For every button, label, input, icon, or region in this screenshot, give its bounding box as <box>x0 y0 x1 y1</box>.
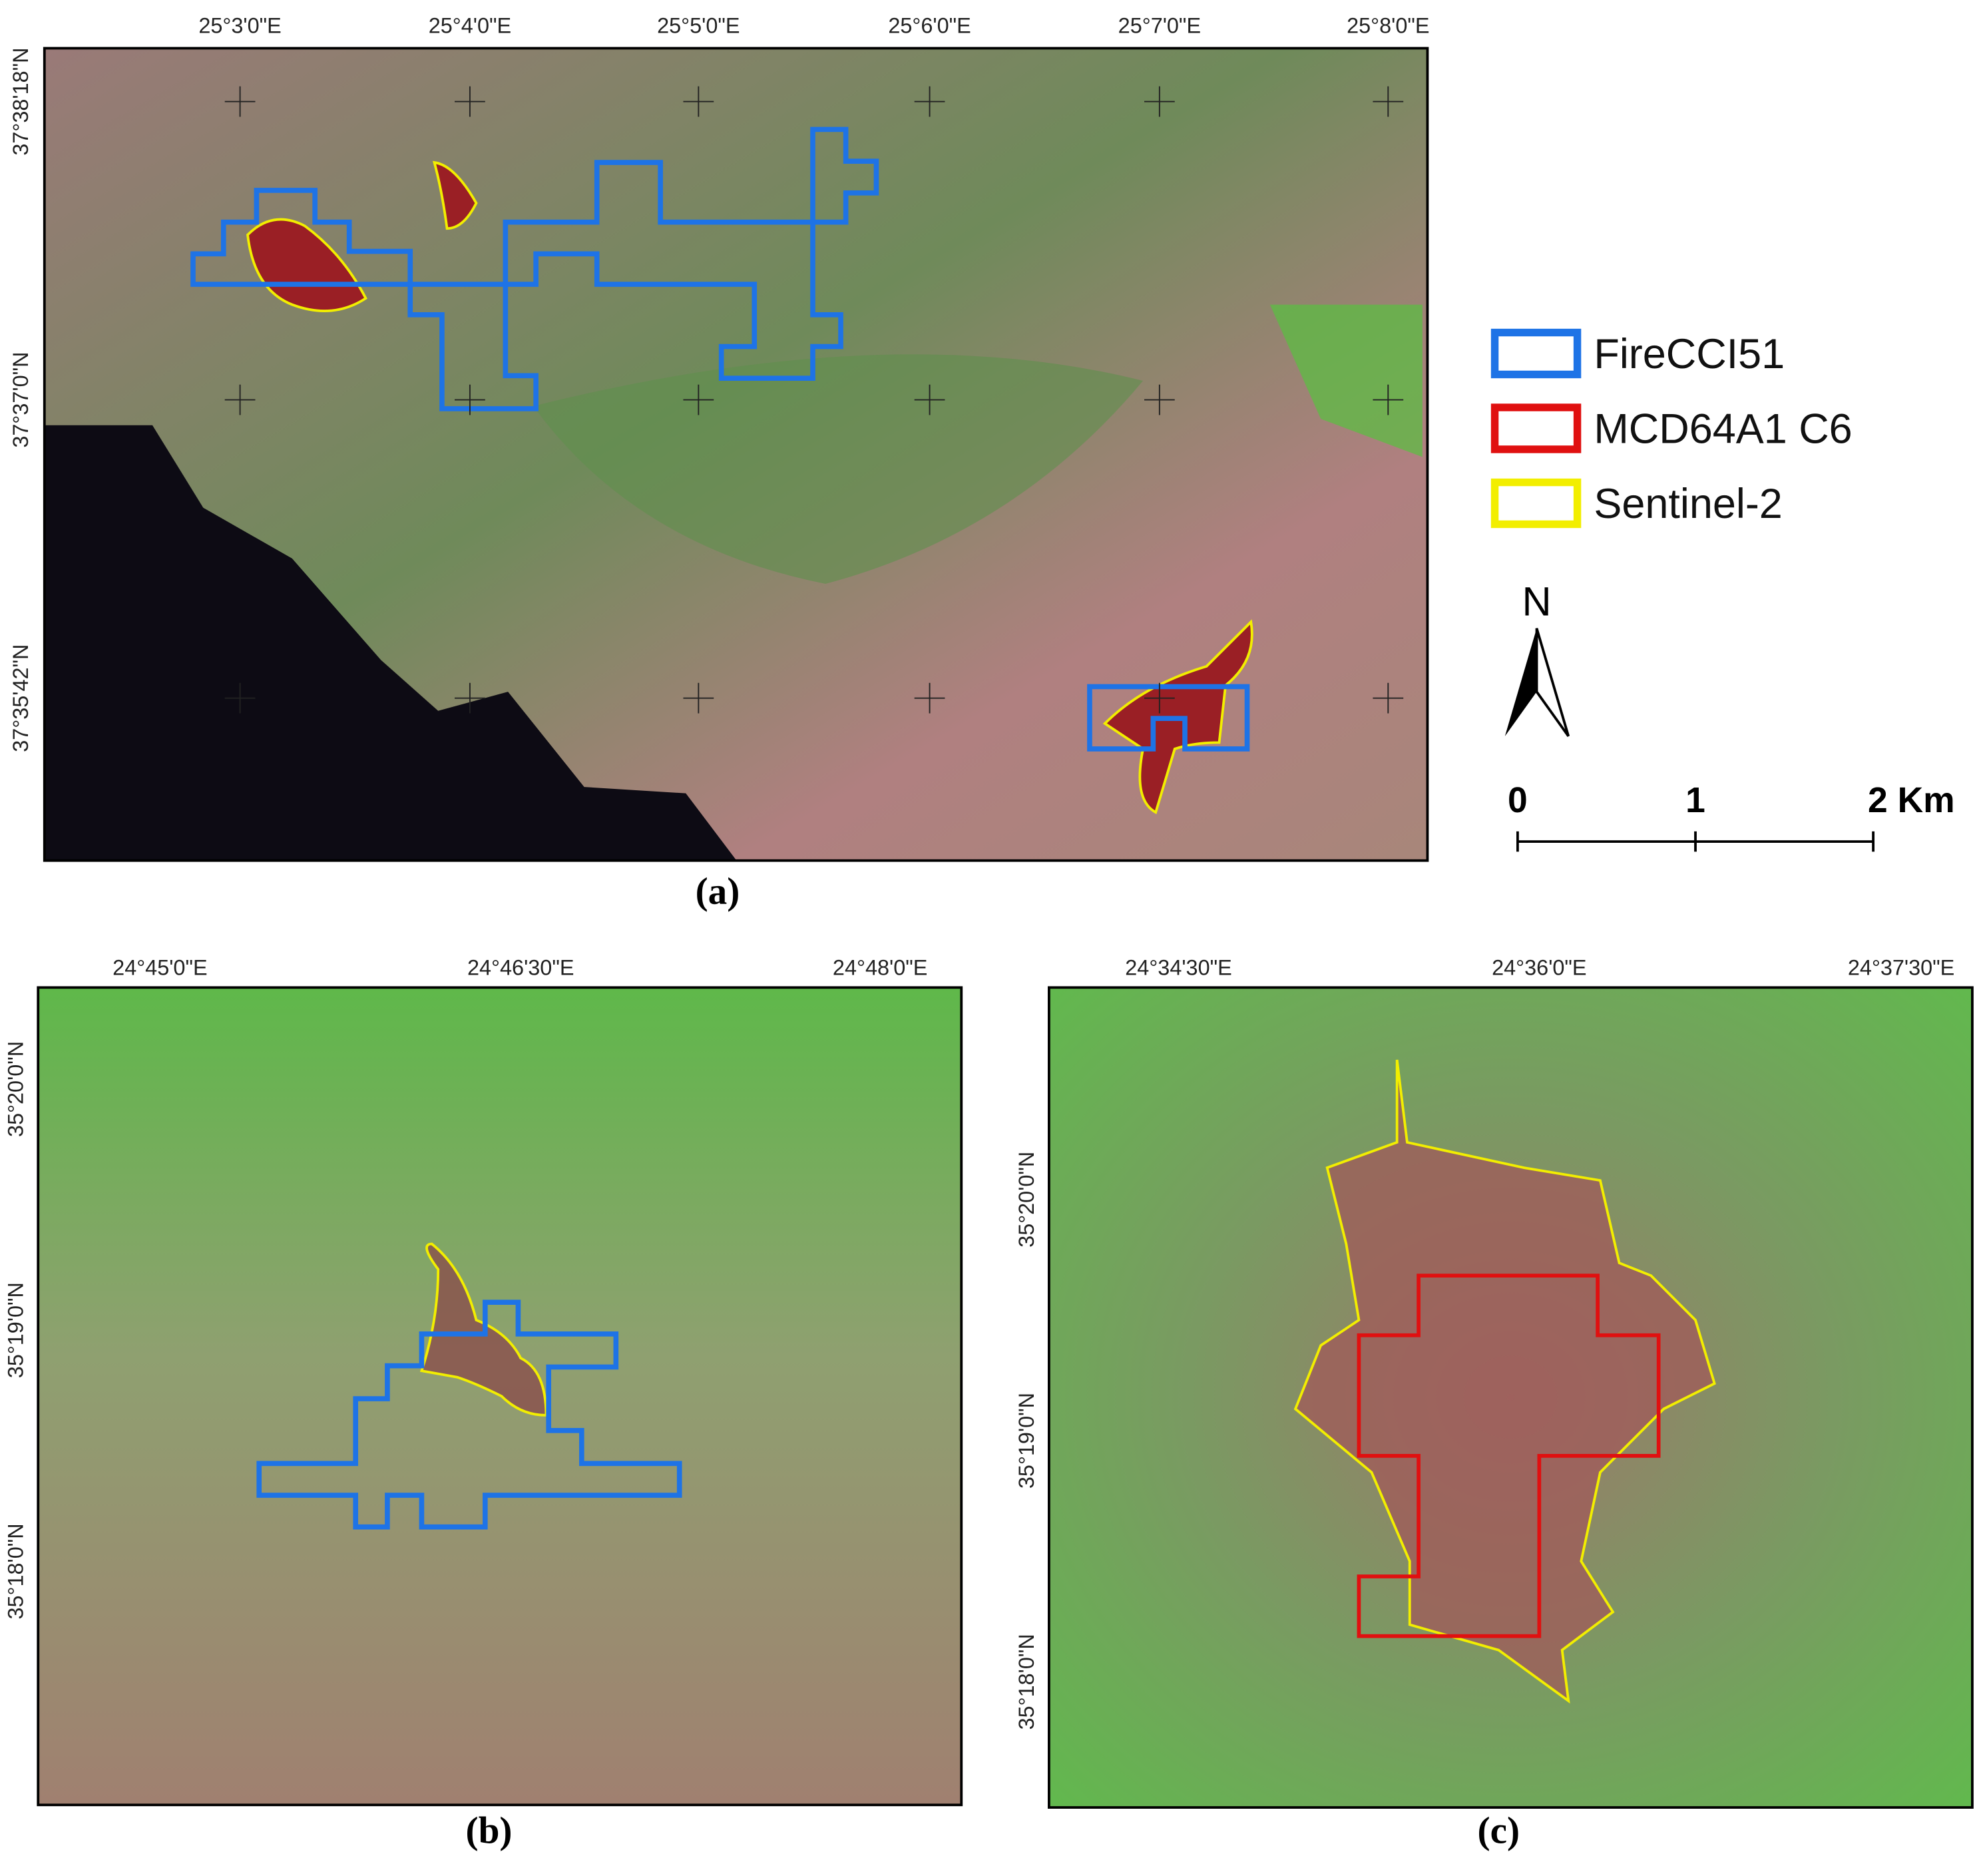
firecci-polygon <box>256 1299 682 1530</box>
legend-swatch <box>1490 478 1582 529</box>
frame <box>37 986 963 1807</box>
vegetation <box>533 354 1144 585</box>
north-arrow <box>1504 628 1537 736</box>
burned-area <box>432 160 478 230</box>
legend-label: MCD64A1 C6 <box>1594 405 1852 452</box>
lat-label: 35°19'0"N <box>3 1282 27 1378</box>
lon-label: 24°37'30"E <box>1848 955 1954 979</box>
vegetation <box>1269 304 1423 457</box>
lat-label: 35°20'0"N <box>3 1041 27 1137</box>
lat-label: 37°38'18"N <box>9 47 33 155</box>
panel-label: (b) <box>466 1809 513 1851</box>
lon-label: 25°7'0"E <box>1118 14 1201 38</box>
firecci-polygon <box>190 126 879 411</box>
lat-label: 37°35'42"N <box>9 644 33 752</box>
lon-label: 25°8'0"E <box>1347 14 1429 38</box>
lat-label: 35°20'0"N <box>1014 1152 1038 1248</box>
lon-label: 24°46'30"E <box>467 955 574 979</box>
lon-label: 25°6'0"E <box>888 14 971 38</box>
legend-label: FireCCI51 <box>1594 331 1785 377</box>
firecci-polygon <box>1087 684 1250 752</box>
legend-label: Sentinel-2 <box>1594 481 1782 527</box>
panel-label: (c) <box>1478 1809 1520 1851</box>
panel-label: (a) <box>696 871 740 913</box>
north-arrow <box>1535 628 1570 737</box>
lon-label: 25°5'0"E <box>657 14 740 38</box>
lon-label: 24°48'0"E <box>833 955 927 979</box>
north-label: N <box>1522 579 1551 624</box>
lat-label: 37°37'0"N <box>9 352 33 448</box>
burned-area <box>1293 1059 1716 1704</box>
lat-label: 35°19'0"N <box>1014 1393 1038 1489</box>
frame <box>43 47 1429 862</box>
burned-area <box>246 218 367 312</box>
lon-label: 24°45'0"E <box>112 955 207 979</box>
lat-label: 35°18'0"N <box>3 1523 27 1619</box>
legend-swatch <box>1490 403 1582 453</box>
scale-label: 0 <box>1508 781 1528 820</box>
lon-label: 25°3'0"E <box>198 14 281 38</box>
sea <box>44 425 737 861</box>
scale-label: 2 Km <box>1868 781 1955 820</box>
lat-label: 35°18'0"N <box>1014 1634 1038 1730</box>
lon-label: 25°4'0"E <box>429 14 511 38</box>
lon-label: 24°34'30"E <box>1125 955 1231 979</box>
scale-label: 1 <box>1685 781 1705 820</box>
legend-swatch <box>1490 328 1582 379</box>
lon-label: 24°36'0"E <box>1492 955 1586 979</box>
frame <box>1047 986 1974 1809</box>
mcd64-polygon <box>1357 1274 1661 1638</box>
